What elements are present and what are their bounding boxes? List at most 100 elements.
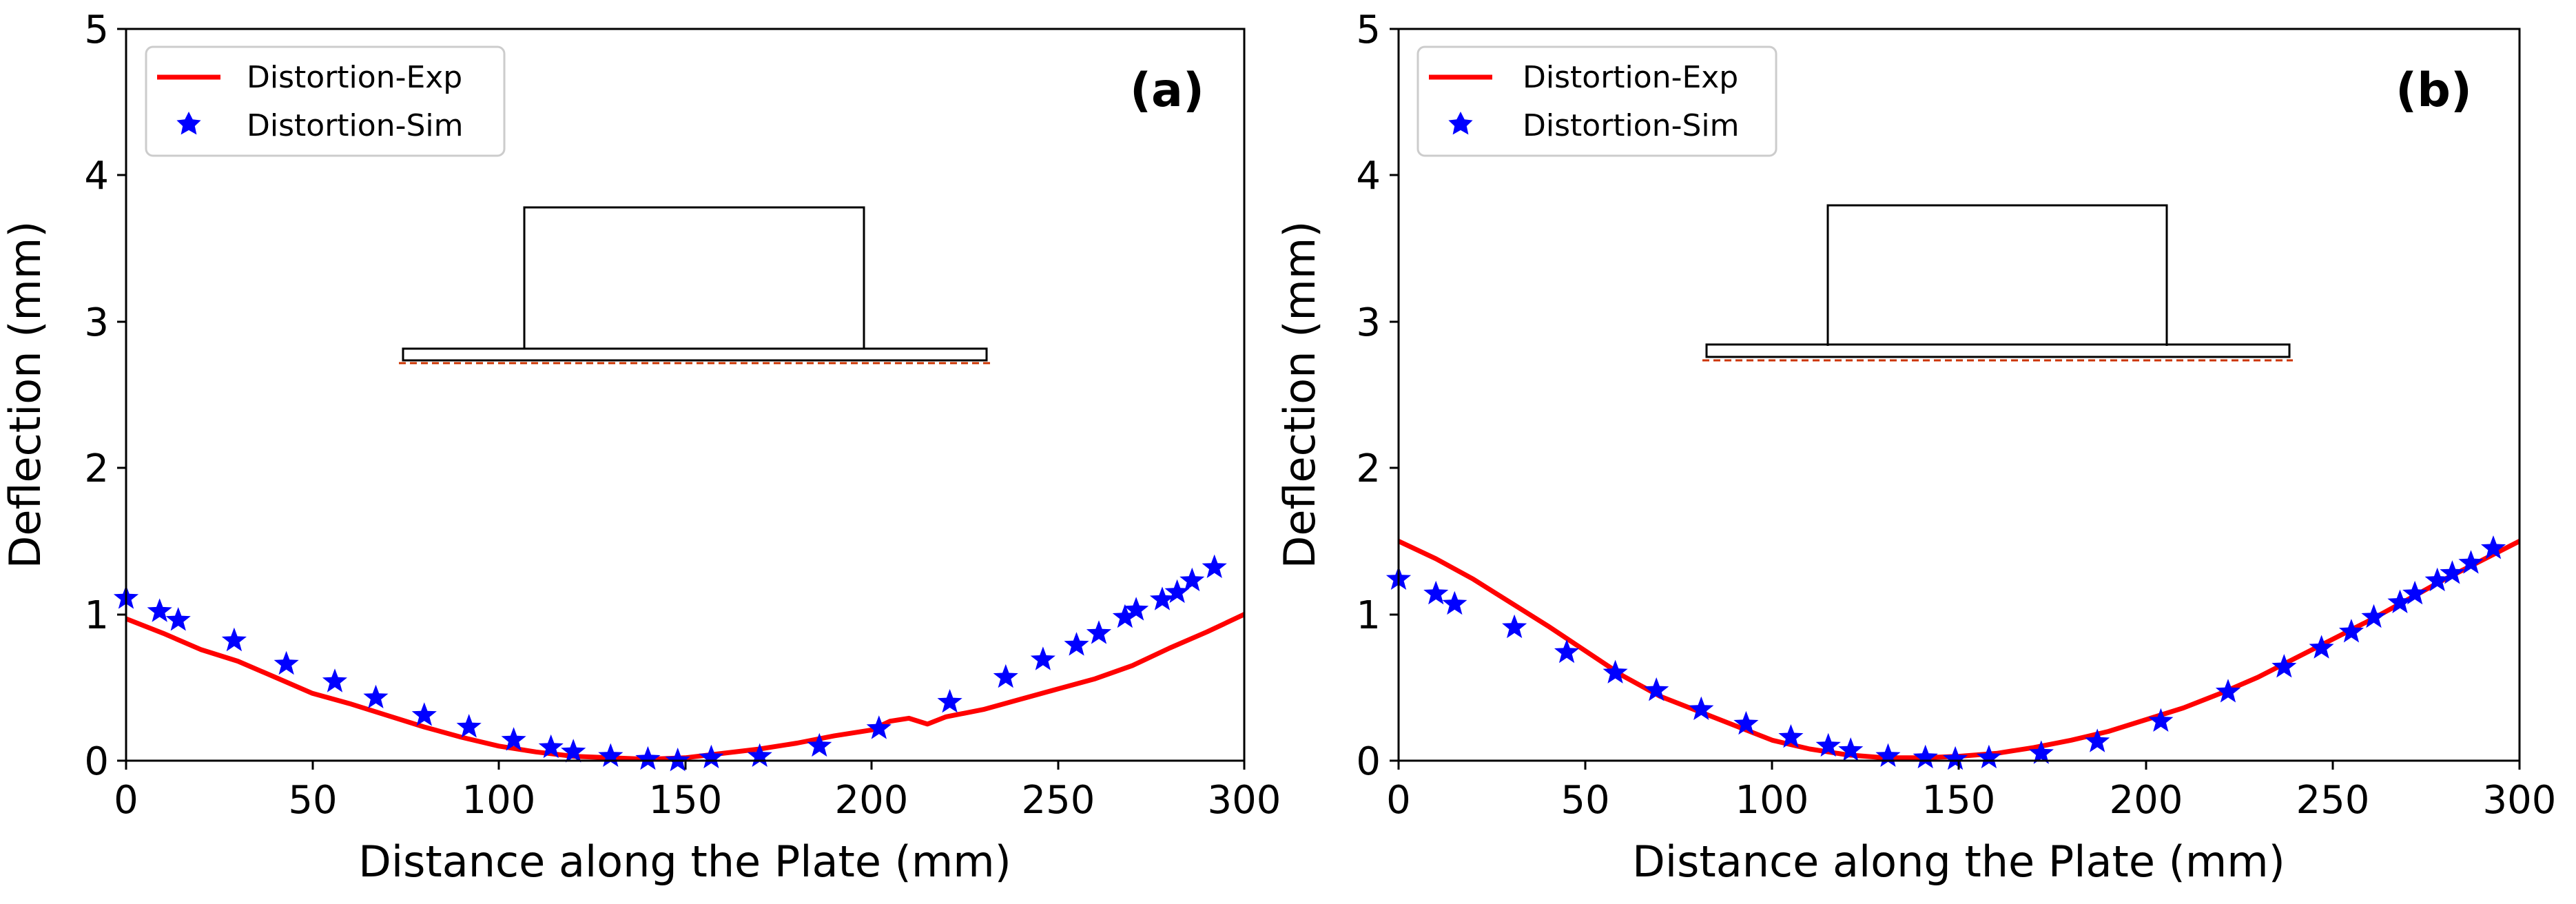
sim-point-b — [1554, 639, 1580, 664]
sim-point-a — [635, 746, 661, 770]
inset-block-a — [523, 206, 865, 349]
sim-point-b — [2440, 560, 2465, 584]
x-tick-label: 100 — [462, 778, 536, 823]
x-tick-label: 200 — [835, 778, 909, 823]
sim-point-b — [1875, 743, 1901, 767]
sim-series-b — [1385, 535, 2506, 770]
sim-series-a — [113, 554, 1227, 772]
sim-point-a — [665, 748, 690, 772]
sim-point-a — [1030, 646, 1055, 670]
sim-point-b — [1644, 677, 1669, 701]
sim-point-b — [1943, 746, 1968, 770]
sim-point-b — [2148, 708, 2174, 732]
legend-exp-label-a: Distortion-Exp — [247, 60, 462, 95]
inset-schematic-b — [1702, 204, 2293, 362]
x-tick-label: 0 — [114, 778, 138, 823]
plot-area-a — [113, 554, 1246, 772]
y-tick-label: 1 — [1356, 593, 1381, 638]
inset-plate-b — [1705, 343, 2291, 358]
y-axis-a: 0 1 2 3 4 5 Deflection (mm) — [0, 8, 126, 784]
plot-area-b — [1385, 535, 2521, 770]
sim-point-b — [1502, 614, 1527, 639]
sim-point-b — [2387, 589, 2413, 613]
y-axis-b: 0 1 2 3 4 5 Deflection (mm) — [1275, 8, 1399, 784]
x-tick-label: 300 — [1208, 778, 1281, 823]
legend-box-a — [145, 45, 506, 157]
sim-point-b — [2458, 550, 2484, 574]
sim-point-a — [993, 664, 1018, 688]
sim-point-a — [699, 744, 724, 769]
exp-line-a — [125, 612, 1246, 762]
exp-series-a — [125, 612, 1246, 762]
chart-panel-b: 0 1 2 3 4 5 Deflection (mm) 0 50 100 150… — [1275, 8, 2556, 887]
sim-point-a — [322, 668, 347, 692]
sim-point-a — [1064, 632, 1089, 656]
sim-point-a — [538, 734, 564, 759]
x-tick-label: 0 — [1386, 778, 1411, 823]
sim-point-a — [807, 732, 832, 757]
y-tick-label: 4 — [1356, 154, 1381, 198]
x-tick-label: 50 — [1560, 778, 1609, 823]
sim-point-a — [274, 650, 299, 675]
x-tick-label: 150 — [1922, 778, 1996, 823]
sim-point-a — [866, 715, 892, 739]
legend-sim-star-a — [176, 112, 201, 135]
y-tick-label: 3 — [1356, 300, 1381, 345]
y-axis-label-b: Deflection (mm) — [1275, 221, 1325, 569]
sim-point-a — [1164, 579, 1190, 604]
legend-box-b — [1416, 45, 1778, 157]
inset-plate-a — [402, 347, 988, 362]
sim-point-b — [1913, 744, 1938, 769]
sim-point-b — [2085, 728, 2110, 752]
x-tick-label: 50 — [288, 778, 337, 823]
x-axis-b: 0 50 100 150 200 250 300 Distance along … — [1386, 761, 2556, 887]
y-tick-label: 5 — [84, 8, 109, 52]
x-tick-label: 250 — [2296, 778, 2370, 823]
sim-point-a — [456, 714, 482, 738]
panel-label-a: (a) — [1130, 63, 1204, 118]
sim-point-b — [1603, 659, 1628, 684]
sim-point-b — [2309, 635, 2334, 659]
y-tick-label: 0 — [1356, 739, 1381, 784]
sim-point-b — [1733, 710, 1759, 735]
sim-point-a — [1202, 554, 1227, 578]
panel-label-b: (b) — [2395, 63, 2472, 118]
sim-point-b — [2028, 740, 2054, 764]
legend-sim-label-b: Distortion-Sim — [1523, 108, 1739, 143]
x-tick-label: 150 — [649, 778, 723, 823]
sim-point-b — [2402, 580, 2428, 605]
y-tick-label: 3 — [84, 300, 109, 345]
y-tick-label: 5 — [1356, 8, 1381, 52]
sim-point-a — [937, 689, 962, 713]
sim-point-a — [561, 739, 586, 763]
legend-exp-label-b: Distortion-Exp — [1523, 60, 1738, 95]
sim-point-b — [2361, 604, 2387, 628]
sim-point-b — [1442, 590, 1467, 615]
sim-point-b — [2215, 679, 2241, 703]
sim-point-b — [1423, 580, 1449, 605]
x-axis-a: 0 50 100 150 200 250 300 Distance along … — [114, 761, 1281, 887]
legend-b: Distortion-Exp Distortion-Sim — [1416, 45, 1778, 157]
x-tick-label: 100 — [1735, 778, 1809, 823]
sim-point-b — [2271, 654, 2297, 678]
sim-point-a — [1179, 567, 1205, 592]
x-tick-label: 300 — [2483, 778, 2557, 823]
legend-sim-star-b — [1448, 112, 1473, 135]
y-tick-label: 2 — [84, 446, 109, 491]
sim-point-a — [147, 598, 172, 622]
x-axis-label-a: Distance along the Plate (mm) — [358, 836, 1011, 887]
y-tick-label: 1 — [84, 593, 109, 638]
sim-point-b — [1815, 732, 1841, 757]
sim-point-a — [747, 743, 772, 767]
sim-point-b — [1689, 696, 1714, 720]
sim-point-a — [1112, 604, 1137, 628]
sim-point-b — [2338, 619, 2364, 643]
inset-block-b — [1826, 204, 2168, 346]
legend-a: Distortion-Exp Distortion-Sim — [145, 45, 506, 157]
x-tick-label: 200 — [2110, 778, 2183, 823]
sim-point-b — [2424, 567, 2450, 592]
y-axis-label-a: Deflection (mm) — [0, 221, 50, 569]
sim-point-a — [1149, 586, 1175, 610]
sim-point-b — [1838, 737, 1864, 761]
